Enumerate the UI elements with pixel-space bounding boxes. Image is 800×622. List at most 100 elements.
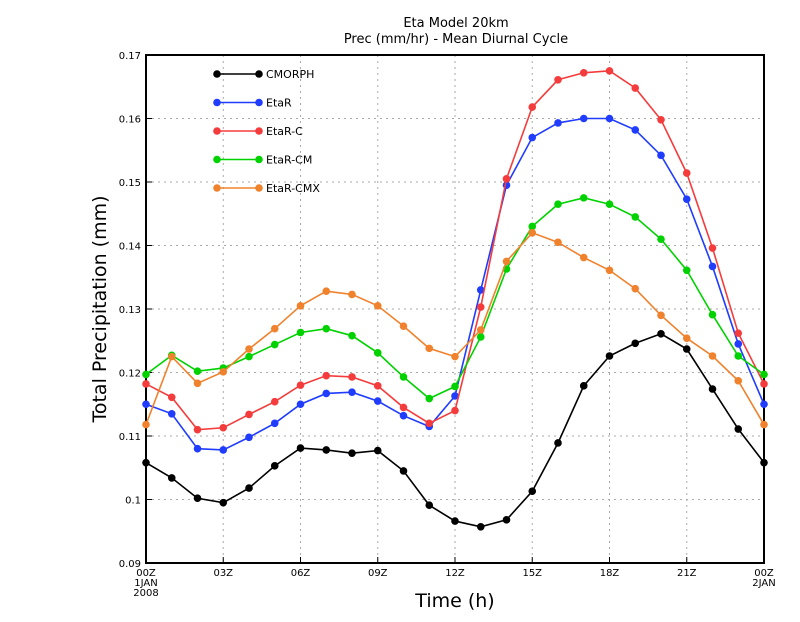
data-point xyxy=(631,126,640,134)
series-etar-cmx xyxy=(142,229,768,429)
data-point xyxy=(270,397,279,406)
data-point xyxy=(193,444,202,453)
data-point xyxy=(219,446,228,454)
data-point xyxy=(322,389,331,398)
data-point xyxy=(760,458,768,467)
data-point xyxy=(296,302,305,310)
data-point xyxy=(219,368,228,376)
data-point xyxy=(373,382,382,390)
data-point xyxy=(760,400,768,409)
data-point xyxy=(682,334,691,343)
legend-marker xyxy=(255,184,263,192)
data-point xyxy=(760,380,768,388)
legend-marker xyxy=(213,155,221,164)
data-point xyxy=(167,393,176,402)
data-point xyxy=(245,433,253,442)
chart-subtitle: Prec (mm/hr) - Mean Diurnal Cycle xyxy=(344,32,568,47)
data-point xyxy=(270,324,279,333)
x-tick-label: 03Z xyxy=(213,568,233,579)
data-point xyxy=(399,411,408,420)
data-point xyxy=(373,349,382,357)
x-tick-sublabel: 1JAN xyxy=(134,578,157,589)
data-point xyxy=(399,322,408,330)
data-point xyxy=(270,462,279,470)
legend-marker xyxy=(213,184,221,192)
x-tick-year: 2008 xyxy=(133,588,158,599)
data-point xyxy=(579,68,588,77)
data-point xyxy=(476,286,485,294)
data-point xyxy=(579,382,588,390)
y-tick-label: 0.16 xyxy=(119,115,141,126)
data-point xyxy=(451,352,459,361)
data-point xyxy=(425,501,434,510)
data-point xyxy=(399,373,408,381)
data-point xyxy=(193,494,202,503)
series-group xyxy=(142,67,768,531)
data-point xyxy=(554,439,562,447)
data-point xyxy=(657,329,665,338)
y-tick-label: 0.12 xyxy=(119,369,141,380)
legend-label: EtaR-CMX xyxy=(266,182,320,195)
data-point xyxy=(142,370,150,379)
data-point xyxy=(142,458,150,467)
data-point xyxy=(245,352,253,361)
legend-marker xyxy=(213,98,221,107)
data-point xyxy=(142,400,150,409)
data-point xyxy=(631,84,640,92)
legend-item: EtaR-C xyxy=(213,125,303,138)
chart-title: Eta Model 20km xyxy=(403,16,508,31)
data-point xyxy=(657,151,665,160)
data-point xyxy=(451,517,459,525)
y-tick-label: 0.09 xyxy=(119,559,141,570)
data-point xyxy=(734,329,743,337)
data-point xyxy=(219,423,228,432)
legend-marker xyxy=(213,70,221,78)
data-point xyxy=(579,194,588,202)
data-point xyxy=(760,370,768,379)
x-tick-label: 09Z xyxy=(368,568,388,579)
data-point xyxy=(528,103,537,111)
data-point xyxy=(476,523,485,531)
data-point xyxy=(708,262,717,271)
data-point xyxy=(193,425,202,434)
data-point xyxy=(528,229,537,237)
data-point xyxy=(708,352,717,360)
legend-marker xyxy=(255,98,263,107)
data-point xyxy=(348,388,356,396)
data-point xyxy=(554,119,562,127)
data-point xyxy=(245,345,253,353)
data-point xyxy=(734,352,743,360)
data-point xyxy=(554,75,562,84)
data-point xyxy=(502,175,511,183)
x-tick-label: 00Z xyxy=(136,568,156,579)
data-point xyxy=(631,339,640,348)
data-point xyxy=(734,376,743,385)
x-tick-label: 21Z xyxy=(677,568,697,579)
data-point xyxy=(399,467,408,475)
data-point xyxy=(605,67,614,75)
data-point xyxy=(708,244,717,252)
data-point xyxy=(373,397,382,405)
series-etar-c xyxy=(142,67,768,434)
x-tick-label: 00Z xyxy=(754,568,774,579)
data-point xyxy=(219,498,228,507)
data-point xyxy=(348,290,356,299)
data-point xyxy=(322,324,331,333)
x-axis-label: Time (h) xyxy=(414,590,494,612)
data-point xyxy=(734,340,743,348)
data-point xyxy=(682,345,691,353)
legend-item: EtaR xyxy=(213,97,292,110)
data-point xyxy=(579,114,588,123)
data-point xyxy=(296,400,305,409)
data-point xyxy=(657,311,665,320)
data-point xyxy=(605,200,614,209)
data-point xyxy=(451,406,459,415)
data-point xyxy=(528,133,537,142)
x-tick-label: 06Z xyxy=(291,568,311,579)
data-point xyxy=(734,425,743,433)
data-point xyxy=(373,302,382,310)
data-point xyxy=(476,333,485,341)
y-axis-label: Total Precipitation (mm) xyxy=(89,195,111,423)
